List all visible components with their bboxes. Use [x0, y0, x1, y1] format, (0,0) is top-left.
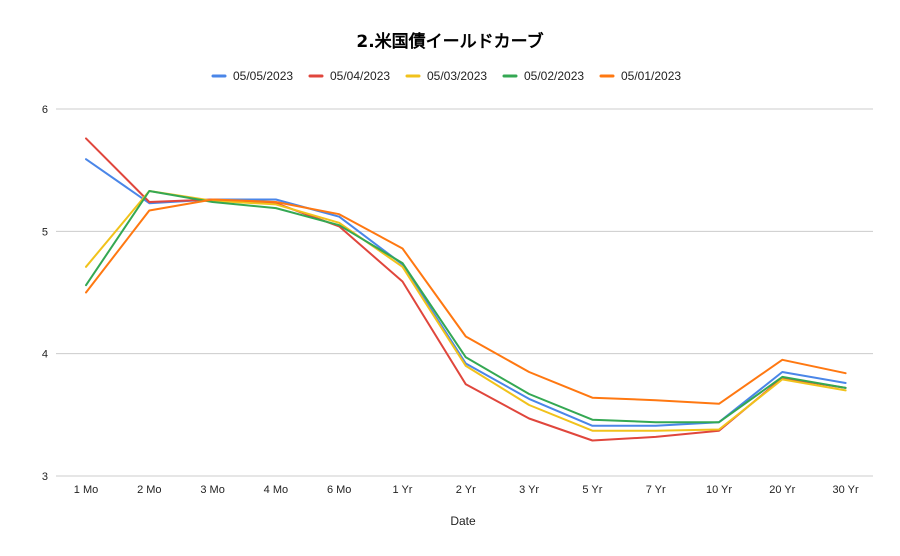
x-tick-label: 2 Mo [137, 484, 161, 496]
legend-item: 05/03/2023 [405, 69, 487, 83]
series-line-05-03-2023 [85, 190, 847, 432]
legend-label: 05/03/2023 [427, 69, 487, 83]
legend-label: 05/02/2023 [524, 69, 584, 83]
legend-item: 05/02/2023 [502, 69, 584, 83]
x-tick-label: 5 Yr [582, 484, 602, 496]
x-tick-label: 3 Mo [200, 484, 224, 496]
series-line-05-01-2023 [85, 198, 847, 405]
x-tick-label: 3 Yr [519, 484, 539, 496]
legend-item: 05/01/2023 [599, 69, 681, 83]
y-tick-label: 6 [42, 104, 48, 116]
legend-item: 05/05/2023 [211, 69, 293, 83]
x-tick-label: 6 Mo [327, 484, 351, 496]
x-tick-label: 1 Mo [74, 484, 98, 496]
y-tick-label: 4 [42, 349, 48, 361]
chart-title: 2.米国債イールドカーブ [356, 31, 543, 52]
x-tick-label: 1 Yr [393, 484, 413, 496]
y-tick-label: 3 [42, 471, 48, 483]
series-line-05-02-2023 [85, 190, 847, 424]
x-tick-label: 7 Yr [646, 484, 666, 496]
y-axis-ticks: 3 4 5 6 [42, 104, 48, 483]
x-tick-label: 20 Yr [769, 484, 795, 496]
y-tick-label: 5 [42, 226, 48, 238]
legend: 05/05/2023 05/04/2023 05/03/2023 05/02/2023… [211, 69, 681, 83]
x-axis-ticks: 1 Mo 2 Mo 3 Mo 4 Mo 6 Mo 1 Yr 2 Yr 3 Yr 5 Yr 7 Yr… [74, 484, 859, 496]
x-tick-label: 10 Yr [706, 484, 732, 496]
gridlines [56, 108, 873, 477]
x-axis-title: Date [450, 514, 476, 528]
series-lines [85, 137, 847, 442]
legend-label: 05/04/2023 [330, 69, 390, 83]
legend-item: 05/04/2023 [308, 69, 390, 83]
x-tick-label: 4 Mo [264, 484, 288, 496]
x-tick-label: 2 Yr [456, 484, 476, 496]
x-tick-label: 30 Yr [833, 484, 859, 496]
legend-label: 05/05/2023 [233, 69, 293, 83]
legend-label: 05/01/2023 [621, 69, 681, 83]
